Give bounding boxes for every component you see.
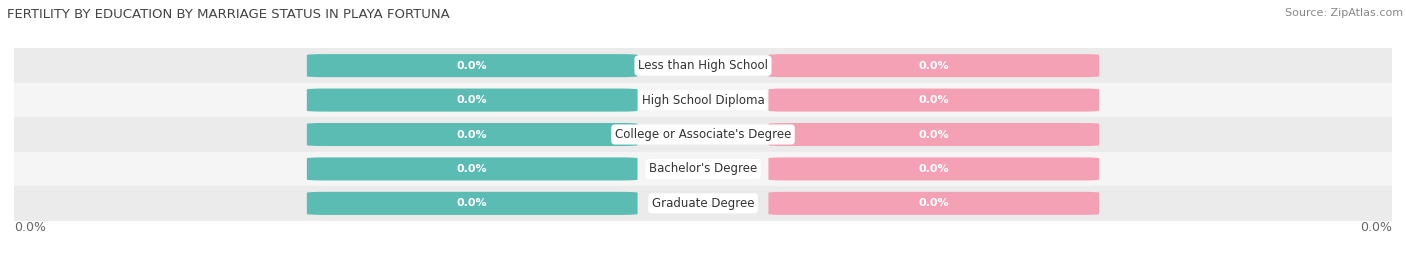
Text: 0.0%: 0.0%	[918, 61, 949, 71]
Text: 0.0%: 0.0%	[918, 198, 949, 208]
FancyBboxPatch shape	[769, 157, 1099, 180]
Text: 0.0%: 0.0%	[918, 95, 949, 105]
Bar	[14, 186, 1392, 221]
Text: 0.0%: 0.0%	[1360, 221, 1392, 234]
Text: 0.0%: 0.0%	[457, 198, 488, 208]
Bar	[14, 152, 1392, 186]
Text: 0.0%: 0.0%	[457, 95, 488, 105]
FancyBboxPatch shape	[769, 54, 1099, 77]
FancyBboxPatch shape	[307, 54, 637, 77]
Text: 0.0%: 0.0%	[14, 221, 46, 234]
Bar	[14, 48, 1392, 83]
FancyBboxPatch shape	[307, 157, 637, 180]
FancyBboxPatch shape	[769, 192, 1099, 215]
Text: Graduate Degree: Graduate Degree	[652, 197, 754, 210]
Text: 0.0%: 0.0%	[918, 164, 949, 174]
Text: 0.0%: 0.0%	[918, 129, 949, 140]
FancyBboxPatch shape	[307, 192, 637, 215]
FancyBboxPatch shape	[769, 123, 1099, 146]
FancyBboxPatch shape	[307, 89, 637, 112]
Text: 0.0%: 0.0%	[457, 61, 488, 71]
Text: Bachelor's Degree: Bachelor's Degree	[650, 162, 756, 175]
Text: FERTILITY BY EDUCATION BY MARRIAGE STATUS IN PLAYA FORTUNA: FERTILITY BY EDUCATION BY MARRIAGE STATU…	[7, 8, 450, 21]
Text: Less than High School: Less than High School	[638, 59, 768, 72]
Text: Source: ZipAtlas.com: Source: ZipAtlas.com	[1285, 8, 1403, 18]
Text: 0.0%: 0.0%	[457, 164, 488, 174]
Text: 0.0%: 0.0%	[457, 129, 488, 140]
Bar	[14, 117, 1392, 152]
Bar	[14, 83, 1392, 117]
FancyBboxPatch shape	[769, 89, 1099, 112]
Text: College or Associate's Degree: College or Associate's Degree	[614, 128, 792, 141]
Text: High School Diploma: High School Diploma	[641, 94, 765, 107]
FancyBboxPatch shape	[307, 123, 637, 146]
